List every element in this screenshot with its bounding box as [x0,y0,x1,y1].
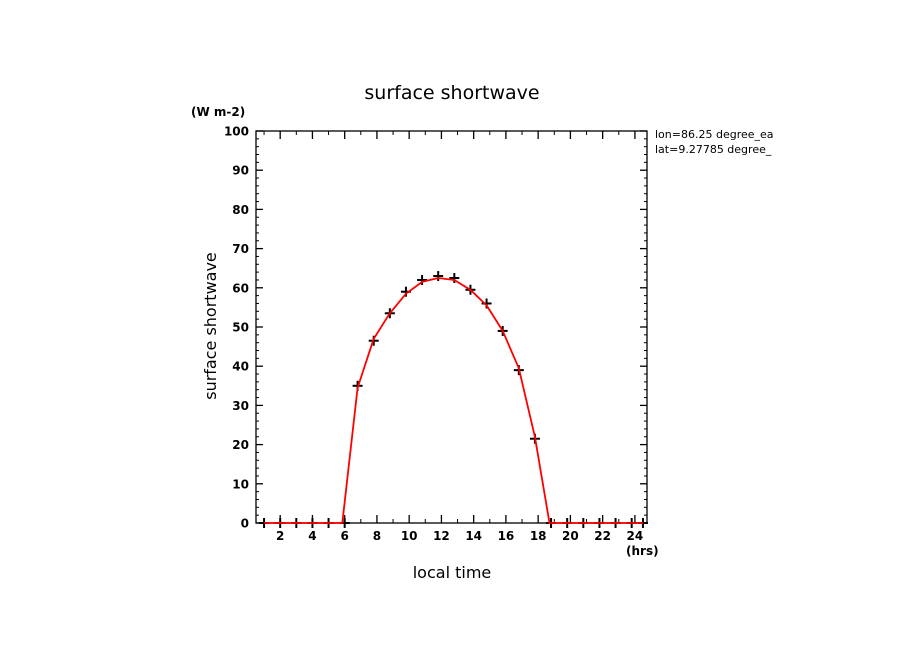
y-tick-label: 50 [232,321,249,335]
y-tick-label: 80 [232,203,249,217]
y-tick-label: 0 [241,517,249,531]
x-tick-label: 18 [530,529,547,543]
x-tick-label: 16 [498,529,515,543]
x-tick-label: 10 [401,529,418,543]
series-line [264,277,643,524]
y-tick-label: 10 [232,477,249,491]
data-point-marker [433,271,444,282]
y-tick-label: 70 [232,242,249,256]
y-tick-label: 30 [232,399,249,413]
plot-area [259,271,648,528]
y-tick-label: 20 [232,438,249,452]
y-units-label: (W m-2) [191,105,245,119]
data-point-marker [449,273,460,283]
y-tick-label: 100 [224,125,249,139]
info-lat: lat=9.27785 degree_ [655,143,772,156]
x-tick-label: 20 [562,529,579,543]
x-units-label: (hrs) [626,544,659,558]
info-lon: lon=86.25 degree_ea [655,128,774,141]
x-tick-label: 22 [594,529,611,543]
x-tick-label: 6 [341,529,349,543]
x-tick-label: 24 [627,529,644,543]
chart-title: surface shortwave [364,82,539,104]
data-point-marker [417,274,428,285]
y-tick-label: 60 [232,281,249,295]
x-tick-label: 2 [276,529,284,543]
x-tick-label: 12 [433,529,450,543]
x-tick-label: 14 [465,529,482,543]
plot-frame [255,130,648,524]
x-tick-label: 4 [308,529,316,543]
y-tick-label: 40 [232,360,249,374]
y-tick-label: 90 [232,164,249,178]
y-axis-label: surface shortwave [201,252,220,400]
x-axis-label: local time [413,563,492,582]
x-tick-label: 8 [373,529,381,543]
